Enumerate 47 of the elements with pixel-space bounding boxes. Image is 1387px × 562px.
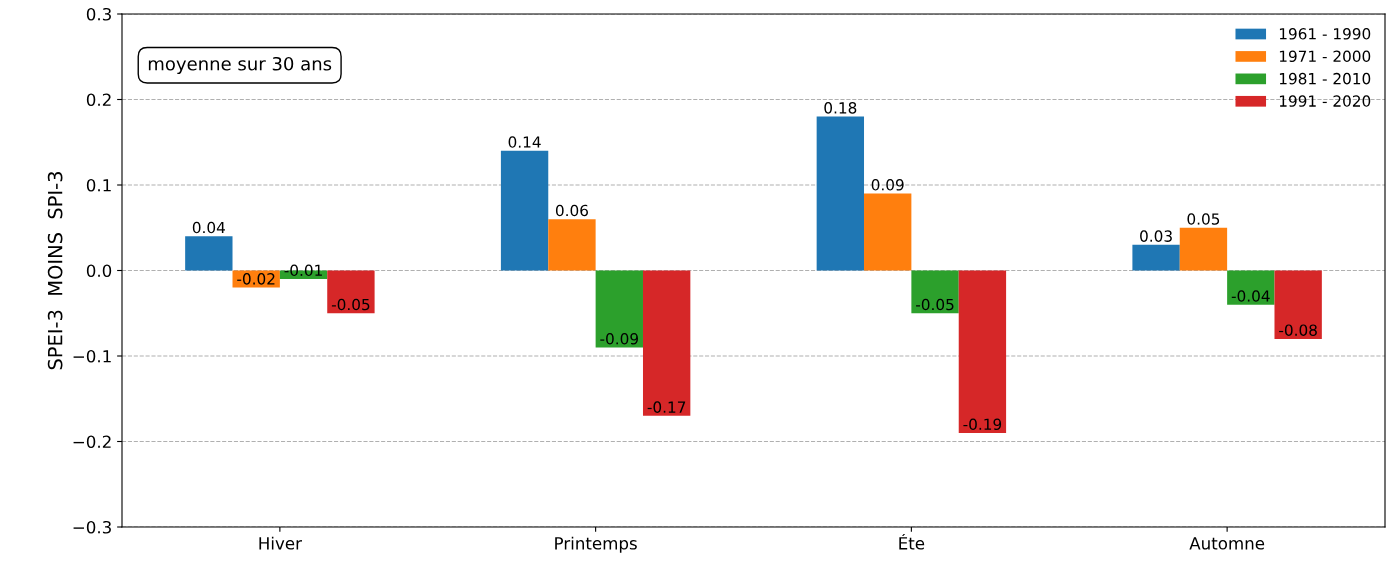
- y-tick-label: −0.2: [73, 435, 111, 449]
- bar: [185, 236, 233, 271]
- bar: [958, 270, 1007, 433]
- y-tick-label: −0.1: [73, 349, 111, 363]
- y-tick-label: 0.2: [86, 93, 111, 107]
- data-label: 0.04: [192, 221, 225, 234]
- data-label: -0.09: [600, 332, 638, 345]
- data-label: -0.02: [237, 273, 275, 285]
- bar: [1132, 244, 1180, 271]
- annotation: moyenne sur 30 ans: [148, 56, 332, 75]
- y-tick-label: −0.3: [73, 520, 111, 534]
- y-tick-label: 0.1: [86, 178, 111, 192]
- bar: [232, 270, 280, 288]
- x-tick-label: Printemps: [555, 536, 637, 553]
- data-label: 0.14: [508, 136, 541, 148]
- bar: [595, 270, 643, 348]
- x-tick-label: Hiver: [259, 536, 302, 550]
- data-label: -0.17: [647, 401, 686, 413]
- bar: [1274, 270, 1322, 339]
- x-tick-label: Éte: [899, 533, 925, 550]
- legend-label: 1981 - 2010: [1279, 72, 1371, 85]
- data-label: 0.03: [1140, 230, 1172, 242]
- data-label: -0.05: [331, 298, 370, 311]
- data-label: -0.19: [963, 418, 1002, 430]
- data-label: 0.09: [871, 179, 904, 191]
- y-axis-title: SPEI-3 MOINS SPI-3: [47, 172, 63, 370]
- bar: [911, 270, 959, 314]
- bar: [816, 116, 865, 271]
- x-tick-label: Automne: [1189, 537, 1265, 550]
- data-label: -0.08: [1279, 324, 1317, 336]
- bar: [864, 193, 912, 271]
- data-label: -0.05: [916, 298, 954, 311]
- bar: [548, 219, 596, 271]
- legend-label: 1971 - 2000: [1279, 50, 1371, 62]
- data-label: 0.06: [555, 204, 588, 217]
- legend-label: 1961 - 1990: [1279, 28, 1371, 40]
- bar: [642, 270, 691, 416]
- y-tick-label: 0.0: [86, 264, 112, 278]
- data-label: -0.04: [1231, 290, 1270, 302]
- y-tick-label: 0.3: [86, 7, 111, 21]
- data-label: 0.05: [1187, 213, 1220, 225]
- bar: [1179, 227, 1228, 271]
- legend-label: 1991 - 2020: [1279, 95, 1371, 107]
- bar: [500, 150, 549, 271]
- data-label: 0.18: [824, 102, 857, 114]
- bar: [1227, 270, 1275, 305]
- bar: [327, 270, 375, 314]
